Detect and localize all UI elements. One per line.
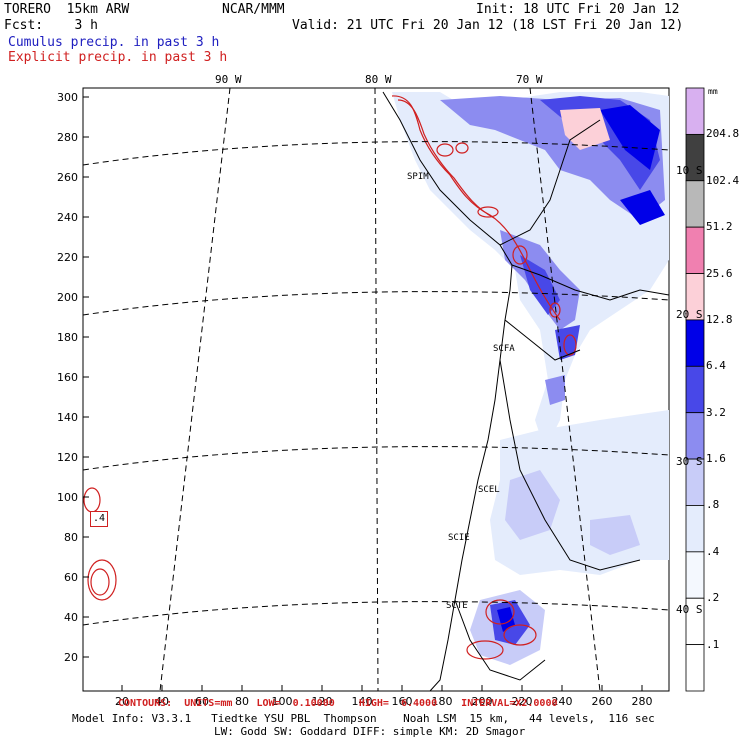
- y-tick-label: 80: [64, 531, 78, 544]
- x-tick-label: 100: [272, 695, 293, 708]
- contour-value-label: .4: [90, 511, 109, 527]
- x-tick-label: 20: [115, 695, 129, 708]
- colorbar-swatch: [685, 87, 705, 135]
- explicit-legend: Explicit precip. in past 3 h: [8, 50, 228, 65]
- colorbar-unit: mm: [708, 87, 718, 96]
- x-tick-label: 220: [512, 695, 533, 708]
- lat-label-10s: 10 S: [676, 164, 703, 177]
- colorbar-level-label: 25.6: [706, 266, 733, 280]
- x-tick-label: 180: [432, 695, 453, 708]
- lon-label-70w: 70 W: [516, 73, 543, 86]
- lat-label-30s: 30 S: [676, 455, 703, 468]
- station-scie: SCIE: [448, 533, 470, 543]
- colorbar-level-label: 102.4: [706, 173, 740, 187]
- y-tick-label: 140: [57, 411, 78, 424]
- colorbar-swatch: [685, 180, 705, 228]
- contour-info: CONTOURS: UNITS=mm LOW= 0.10000 HIGH= 6.…: [118, 698, 558, 709]
- explicit-contours: [83, 95, 577, 660]
- y-tick-label: 100: [57, 491, 78, 504]
- colorbar-swatch: [685, 365, 705, 414]
- y-tick-label: 300: [57, 91, 78, 104]
- x-tick-label: 120: [312, 695, 333, 708]
- x-tick-label: 200: [472, 695, 493, 708]
- y-tick-label: 160: [57, 371, 78, 384]
- init-time: Init: 18 UTC Fri 20 Jan 12: [476, 2, 680, 17]
- colorbar-swatch: [685, 412, 705, 460]
- colorbar-swatch: [685, 551, 705, 599]
- y-tick-label: 200: [57, 291, 78, 304]
- x-tick-label: 80: [235, 695, 249, 708]
- y-tick-label: 220: [57, 251, 78, 264]
- colorbar-swatch: [685, 319, 705, 367]
- forecast-hour: Fcst: 3 h: [4, 18, 98, 33]
- y-tick-label: 40: [64, 611, 78, 624]
- colorbar-level-label: 12.8: [706, 312, 733, 326]
- model-info-physics: LW: Godd SW: Goddard DIFF: simple KM: 2D…: [214, 725, 526, 738]
- coastlines: [382, 91, 670, 692]
- y-axis-ticks: 300 280 260 240 220 200 180 160 140 120 100 80 60 40 2…: [57, 91, 89, 664]
- lat-label-20s: 20 S: [676, 308, 703, 321]
- y-tick-label: 60: [64, 571, 78, 584]
- lon-label-80w: 80 W: [365, 73, 392, 86]
- colorbar-level-label: .1: [706, 637, 720, 651]
- colorbar-level-label: 6.4: [706, 359, 726, 373]
- lat-label-40s: 40 S: [676, 603, 703, 616]
- x-tick-label: 280: [632, 695, 653, 708]
- station-scte: SCTE: [446, 601, 468, 611]
- x-tick-label: 240: [552, 695, 573, 708]
- colorbar-level-label: .8: [706, 498, 720, 512]
- colorbar-swatch: [685, 505, 705, 553]
- colorbar-level-label: .2: [706, 591, 720, 605]
- x-tick-label: 60: [195, 695, 209, 708]
- colorbar-level-label: 204.8: [706, 127, 740, 141]
- org-label: NCAR/MMM: [222, 2, 285, 17]
- colorbar-level-label: 1.6: [706, 452, 726, 466]
- x-tick-label: 260: [592, 695, 613, 708]
- y-tick-label: 120: [57, 451, 78, 464]
- x-tick-label: 40: [155, 695, 169, 708]
- cumulus-legend: Cumulus precip. in past 3 h: [8, 35, 220, 50]
- y-tick-label: 20: [64, 651, 78, 664]
- model-title: TORERO 15km ARW: [4, 2, 130, 17]
- y-tick-label: 180: [57, 331, 78, 344]
- colorbar-swatch: [685, 644, 705, 692]
- y-tick-label: 280: [57, 131, 78, 144]
- colorbar-level-label: 3.2: [706, 405, 726, 419]
- valid-time: Valid: 21 UTC Fri 20 Jan 12 (18 LST Fri …: [292, 18, 684, 33]
- x-tick-label: 140: [352, 695, 373, 708]
- lon-label-90w: 90 W: [215, 73, 242, 86]
- colorbar-swatch: [685, 226, 705, 274]
- x-axis-ticks: 20 40 60 80 100 120 140 160 180 200 220 240 260 280: [115, 685, 653, 708]
- station-spim: SPIM: [407, 172, 429, 182]
- x-tick-label: 160: [392, 695, 413, 708]
- y-tick-label: 240: [57, 211, 78, 224]
- y-tick-label: 260: [57, 171, 78, 184]
- colorbar-level-label: .4: [706, 544, 720, 558]
- model-info: Model Info: V3.3.1 Tiedtke YSU PBL Thomp…: [72, 712, 655, 725]
- colorbar: [685, 87, 705, 692]
- colorbar-level-label: 51.2: [706, 220, 733, 234]
- station-scfa: SCFA: [493, 344, 515, 354]
- station-scel: SCEL: [478, 485, 500, 495]
- graticule: [82, 87, 670, 692]
